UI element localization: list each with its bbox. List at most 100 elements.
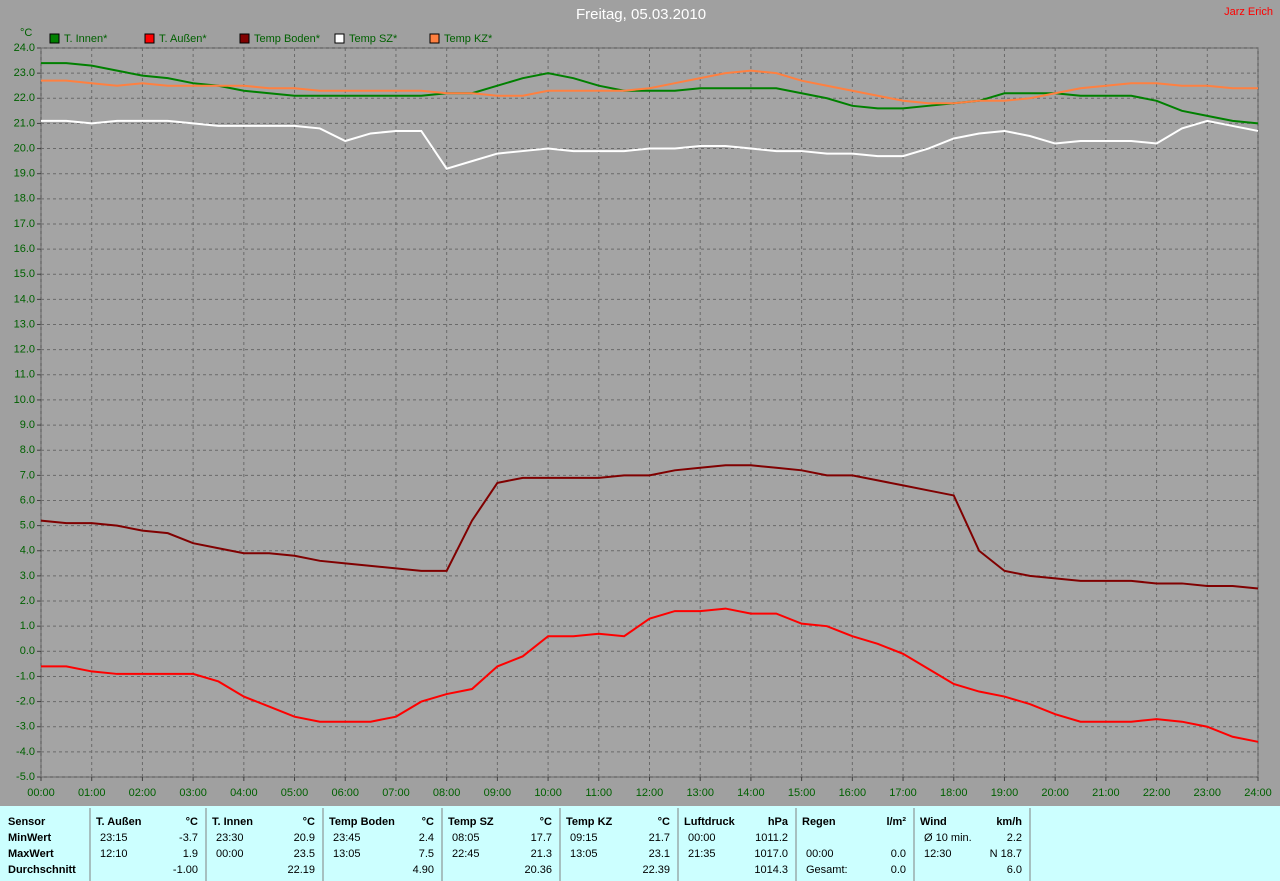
y-tick-label: -4.0	[16, 746, 35, 758]
table-background	[0, 806, 1280, 881]
legend-swatch	[49, 33, 60, 44]
y-tick-label: 12.0	[14, 344, 35, 356]
cell-time: 00:00	[216, 848, 244, 860]
y-tick-label: 22.0	[14, 92, 35, 104]
cell-value: 1011.2	[755, 832, 788, 844]
cell-value: 4.90	[413, 864, 434, 876]
user-name: Jarz Erich	[1224, 6, 1273, 18]
y-tick-label: 9.0	[20, 419, 35, 431]
column-name: Wind	[920, 816, 947, 828]
x-tick-label: 04:00	[230, 787, 258, 799]
legend-label: T. Innen*	[64, 33, 108, 45]
series-line	[40, 464, 1259, 590]
y-tick-label: 16.0	[14, 243, 35, 255]
cell-value: 2.2	[1007, 832, 1022, 844]
column-name: Temp SZ	[448, 816, 494, 828]
y-tick-label: 4.0	[20, 545, 35, 557]
column-unit: °C	[303, 816, 315, 828]
cell-value: 0.0	[891, 848, 906, 860]
legend-swatch	[429, 33, 440, 44]
y-tick-label: 17.0	[14, 218, 35, 230]
series-line	[41, 607, 1259, 743]
column-name: Temp KZ	[566, 816, 613, 828]
cell-time: 23:45	[333, 832, 361, 844]
x-tick-label: 24:00	[1244, 787, 1272, 799]
column-name: Luftdruck	[684, 816, 736, 828]
cell-value: -1.00	[173, 864, 198, 876]
y-unit: °C	[20, 27, 32, 39]
column-name: T. Innen	[212, 816, 253, 828]
x-tick-label: 07:00	[382, 787, 410, 799]
cell-time: Ø 10 min.	[924, 832, 972, 844]
cell-value: N 18.7	[990, 848, 1022, 860]
cell-value: 20.9	[294, 832, 315, 844]
cell-time: 21:35	[688, 848, 716, 860]
x-tick-label: 15:00	[788, 787, 816, 799]
column-unit: km/h	[996, 816, 1022, 828]
cell-value: 0.0	[891, 864, 906, 876]
x-tick-label: 01:00	[78, 787, 106, 799]
column-unit: °C	[540, 816, 552, 828]
cell-value: 6.0	[1007, 864, 1022, 876]
cell-time: 00:00	[688, 832, 716, 844]
y-tick-label: 3.0	[20, 570, 35, 582]
legend-swatch	[334, 33, 345, 44]
cell-time: 09:15	[570, 832, 598, 844]
y-tick-label: 14.0	[14, 293, 35, 305]
x-tick-label: 12:00	[636, 787, 664, 799]
y-tick-label: 5.0	[20, 520, 35, 532]
x-tick-label: 16:00	[839, 787, 867, 799]
row-label: MaxWert	[8, 848, 54, 860]
x-tick-label: 00:00	[27, 787, 55, 799]
column-name: T. Außen	[96, 816, 142, 828]
cell-value: -3.7	[179, 832, 198, 844]
cell-time: 13:05	[333, 848, 361, 860]
x-tick-label: 23:00	[1194, 787, 1222, 799]
y-tick-label: 24.0	[14, 42, 35, 54]
x-tick-label: 20:00	[1041, 787, 1069, 799]
y-tick-label: -2.0	[16, 695, 35, 707]
cell-value: 17.7	[531, 832, 552, 844]
y-tick-label: 23.0	[14, 67, 35, 79]
legend-label: T. Außen*	[159, 33, 207, 45]
x-tick-label: 19:00	[991, 787, 1019, 799]
series-line	[41, 119, 1259, 170]
cell-value: 22.39	[642, 864, 670, 876]
x-tick-label: 02:00	[129, 787, 157, 799]
y-tick-label: 18.0	[14, 193, 35, 205]
legend-label: Temp KZ*	[444, 33, 493, 45]
cell-time: 23:30	[216, 832, 244, 844]
cell-time: 12:30	[924, 848, 952, 860]
stats-table: Sensor MinWert MaxWert Durchschnitt T. Außen…	[8, 808, 1031, 881]
legend-label: Temp Boden*	[254, 33, 321, 45]
cell-time: Gesamt:	[806, 864, 848, 876]
column-unit: l/m²	[886, 816, 906, 828]
row-label: MinWert	[8, 832, 52, 844]
cell-value: 23.1	[649, 848, 670, 860]
cell-time: 00:00	[806, 848, 834, 860]
y-tick-label: 1.0	[20, 620, 35, 632]
x-tick-label: 22:00	[1143, 787, 1171, 799]
x-tick-label: 18:00	[940, 787, 968, 799]
cell-value: 7.5	[419, 848, 434, 860]
y-tick-label: 11.0	[14, 369, 35, 381]
column-unit: °C	[422, 816, 434, 828]
cell-time: 13:05	[570, 848, 598, 860]
x-tick-label: 06:00	[331, 787, 359, 799]
cell-value: 1.9	[183, 848, 198, 860]
cell-time: 12:10	[100, 848, 128, 860]
table-corner: Sensor	[8, 816, 46, 828]
x-tick-label: 11:00	[585, 787, 612, 799]
column-name: Temp Boden	[329, 816, 395, 828]
y-tick-label: -5.0	[16, 771, 35, 783]
y-tick-label: 13.0	[14, 318, 35, 330]
y-tick-label: 6.0	[20, 494, 35, 506]
cell-value: 20.36	[524, 864, 552, 876]
y-tick-label: 19.0	[14, 168, 35, 180]
x-tick-label: 08:00	[433, 787, 461, 799]
y-tick-label: 10.0	[14, 394, 35, 406]
cell-value: 22.19	[287, 864, 315, 876]
x-tick-label: 10:00	[534, 787, 562, 799]
cell-value: 23.5	[294, 848, 315, 860]
